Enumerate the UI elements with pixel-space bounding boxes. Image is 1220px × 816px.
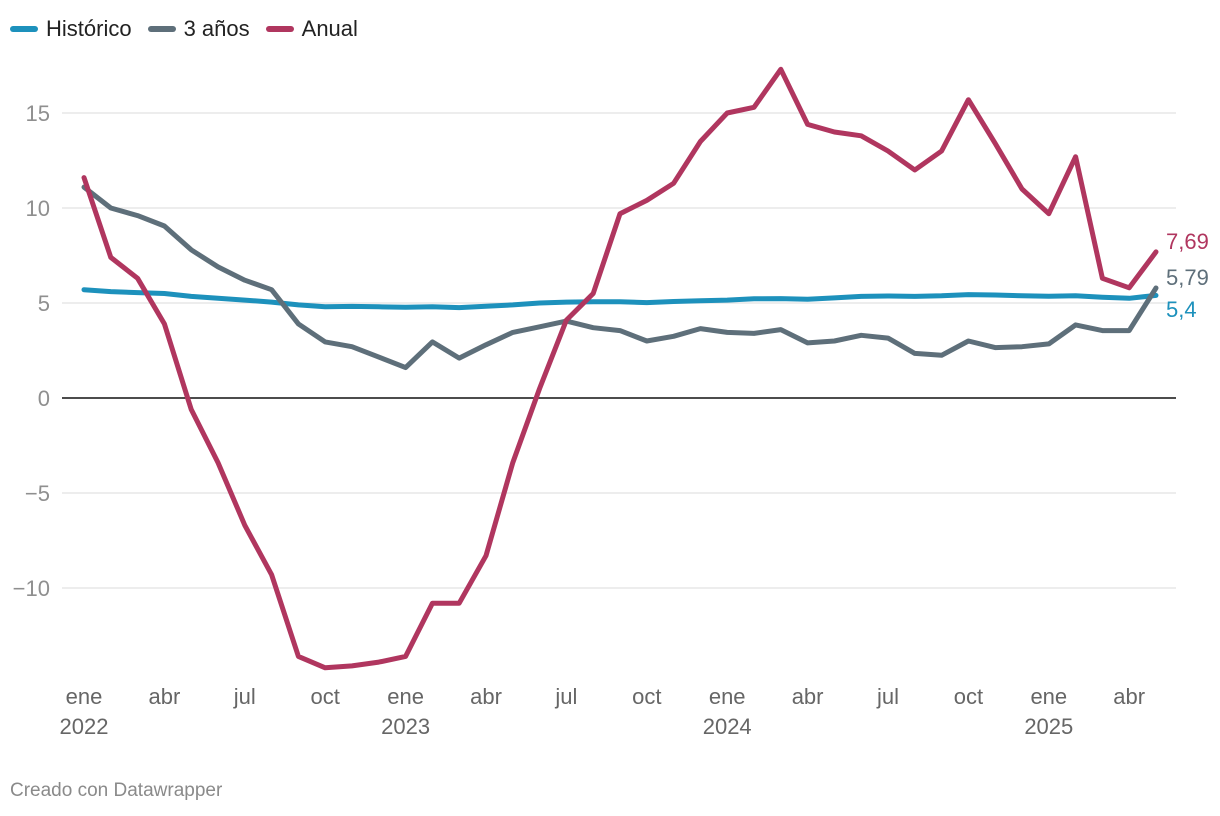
x-tick-label: abr (470, 684, 502, 709)
credit-text[interactable]: Creado con Datawrapper (10, 780, 223, 801)
series-line-tres-anos (81, 184, 1159, 371)
legend-label-tres-anos: 3 años (183, 16, 250, 41)
x-tick-label: oct (311, 684, 340, 709)
x-tick-label: abr (792, 684, 824, 709)
series-line-anual (81, 66, 1159, 671)
x-tick-label: ene (1030, 684, 1067, 709)
x-tick-label: ene (709, 684, 746, 709)
x-tick-year-label: 2024 (703, 714, 752, 739)
legend-item-anual[interactable]: Anual (265, 16, 358, 42)
x-tick-label: oct (954, 684, 983, 709)
end-label-tres-anos: 5,79 (1166, 265, 1209, 290)
x-tick-label: oct (632, 684, 661, 709)
x-tick-label: jul (876, 684, 899, 709)
y-tick-label: −5 (25, 481, 50, 506)
legend-swatch-historico (10, 26, 38, 32)
x-tick-label: abr (1113, 684, 1145, 709)
x-tick-label: ene (66, 684, 103, 709)
x-tick-year-label: 2023 (381, 714, 430, 739)
x-tick-year-label: 2025 (1024, 714, 1073, 739)
x-tick-label: ene (387, 684, 424, 709)
x-tick-year-label: 2022 (60, 714, 109, 739)
legend-swatch-anual (265, 26, 294, 32)
x-tick-label: jul (554, 684, 577, 709)
chart-legend: Histórico 3 años Anual (10, 16, 374, 42)
legend-label-historico: Histórico (46, 16, 132, 41)
end-label-anual: 7,69 (1166, 229, 1209, 254)
y-tick-label: 15 (26, 101, 50, 126)
end-label-historico: 5,4 (1166, 297, 1197, 322)
series-line-historico (81, 287, 1159, 311)
y-tick-label: 0 (38, 386, 50, 411)
legend-swatch-tres-anos (147, 26, 176, 32)
legend-item-tres-anos[interactable]: 3 años (147, 16, 250, 42)
x-tick-label: abr (149, 684, 181, 709)
x-tick-label: jul (233, 684, 256, 709)
legend-item-historico[interactable]: Histórico (10, 16, 132, 42)
legend-label-anual: Anual (301, 16, 358, 41)
y-tick-label: 10 (26, 196, 50, 221)
y-tick-label: −10 (13, 576, 50, 601)
y-tick-label: 5 (38, 291, 50, 316)
